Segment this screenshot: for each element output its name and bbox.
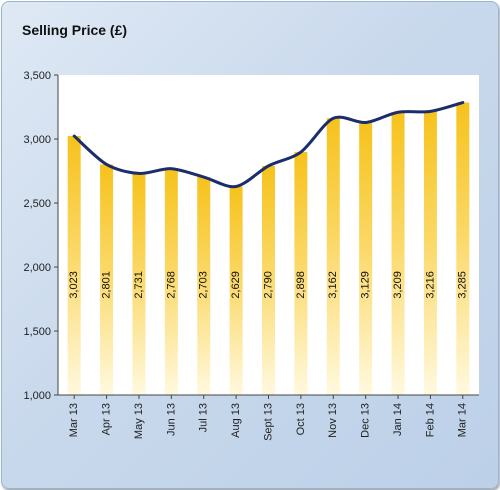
bar-value-label: 3,209 — [392, 271, 404, 299]
bar-oct-13 — [294, 152, 308, 395]
bar-jan-14 — [391, 112, 405, 396]
x-tick-label: Jun 13 — [165, 403, 177, 436]
bar-value-label: 2,801 — [100, 271, 112, 299]
bar-sept-13 — [262, 165, 275, 395]
bar-value-label: 3,216 — [424, 271, 436, 299]
bar-value-label: 2,629 — [230, 271, 242, 299]
bar-mar-14 — [456, 102, 470, 396]
trend-line — [72, 101, 465, 189]
x-tick-label: Sept 13 — [262, 403, 274, 441]
x-tick-label: Aug 13 — [230, 403, 242, 438]
y-tick-label: 2,000 — [23, 262, 51, 274]
x-tick-label: Oct 13 — [295, 403, 307, 435]
x-tick-label: Apr 13 — [100, 403, 112, 435]
bar-may-13 — [132, 173, 146, 395]
x-tick-label: May 13 — [133, 403, 145, 439]
bar-value-label: 2,731 — [133, 271, 145, 299]
bar-value-label: 3,285 — [457, 271, 469, 299]
bar-nov-13 — [326, 118, 340, 395]
x-tick-label: Mar 14 — [457, 403, 469, 437]
x-tick-label: Nov 13 — [327, 403, 339, 438]
bar-value-label: 2,703 — [198, 271, 210, 299]
bar-apr-13 — [100, 164, 114, 395]
y-tick-label: 3,000 — [23, 134, 51, 146]
y-tick-label: 1,500 — [23, 326, 51, 338]
x-tick-label: Feb 14 — [424, 403, 436, 437]
bar-aug-13 — [229, 186, 243, 395]
bar-feb-14 — [423, 111, 437, 396]
bar-jul-13 — [197, 177, 211, 395]
x-tick-label: Jan 14 — [392, 403, 404, 436]
chart-title: Selling Price (£) — [22, 22, 128, 38]
bar-jun-13 — [164, 168, 178, 395]
bar-value-label: 2,768 — [165, 271, 177, 299]
bar-value-label: 2,898 — [295, 271, 307, 299]
bar-value-label: 3,129 — [360, 271, 372, 299]
y-tick-label: 3,500 — [23, 70, 51, 82]
x-tick-label: Mar 13 — [68, 403, 80, 437]
y-tick-label: 1,000 — [23, 390, 51, 402]
bar-mar-13 — [67, 136, 81, 395]
bar-value-label: 2,790 — [262, 271, 274, 299]
x-tick-label: Jul 13 — [198, 403, 210, 432]
bar-dec-13 — [359, 122, 373, 395]
bar-value-label: 3,023 — [68, 271, 80, 299]
y-tick-label: 2,500 — [23, 198, 51, 210]
x-tick-label: Dec 13 — [360, 403, 372, 438]
bar-value-label: 3,162 — [327, 271, 339, 299]
